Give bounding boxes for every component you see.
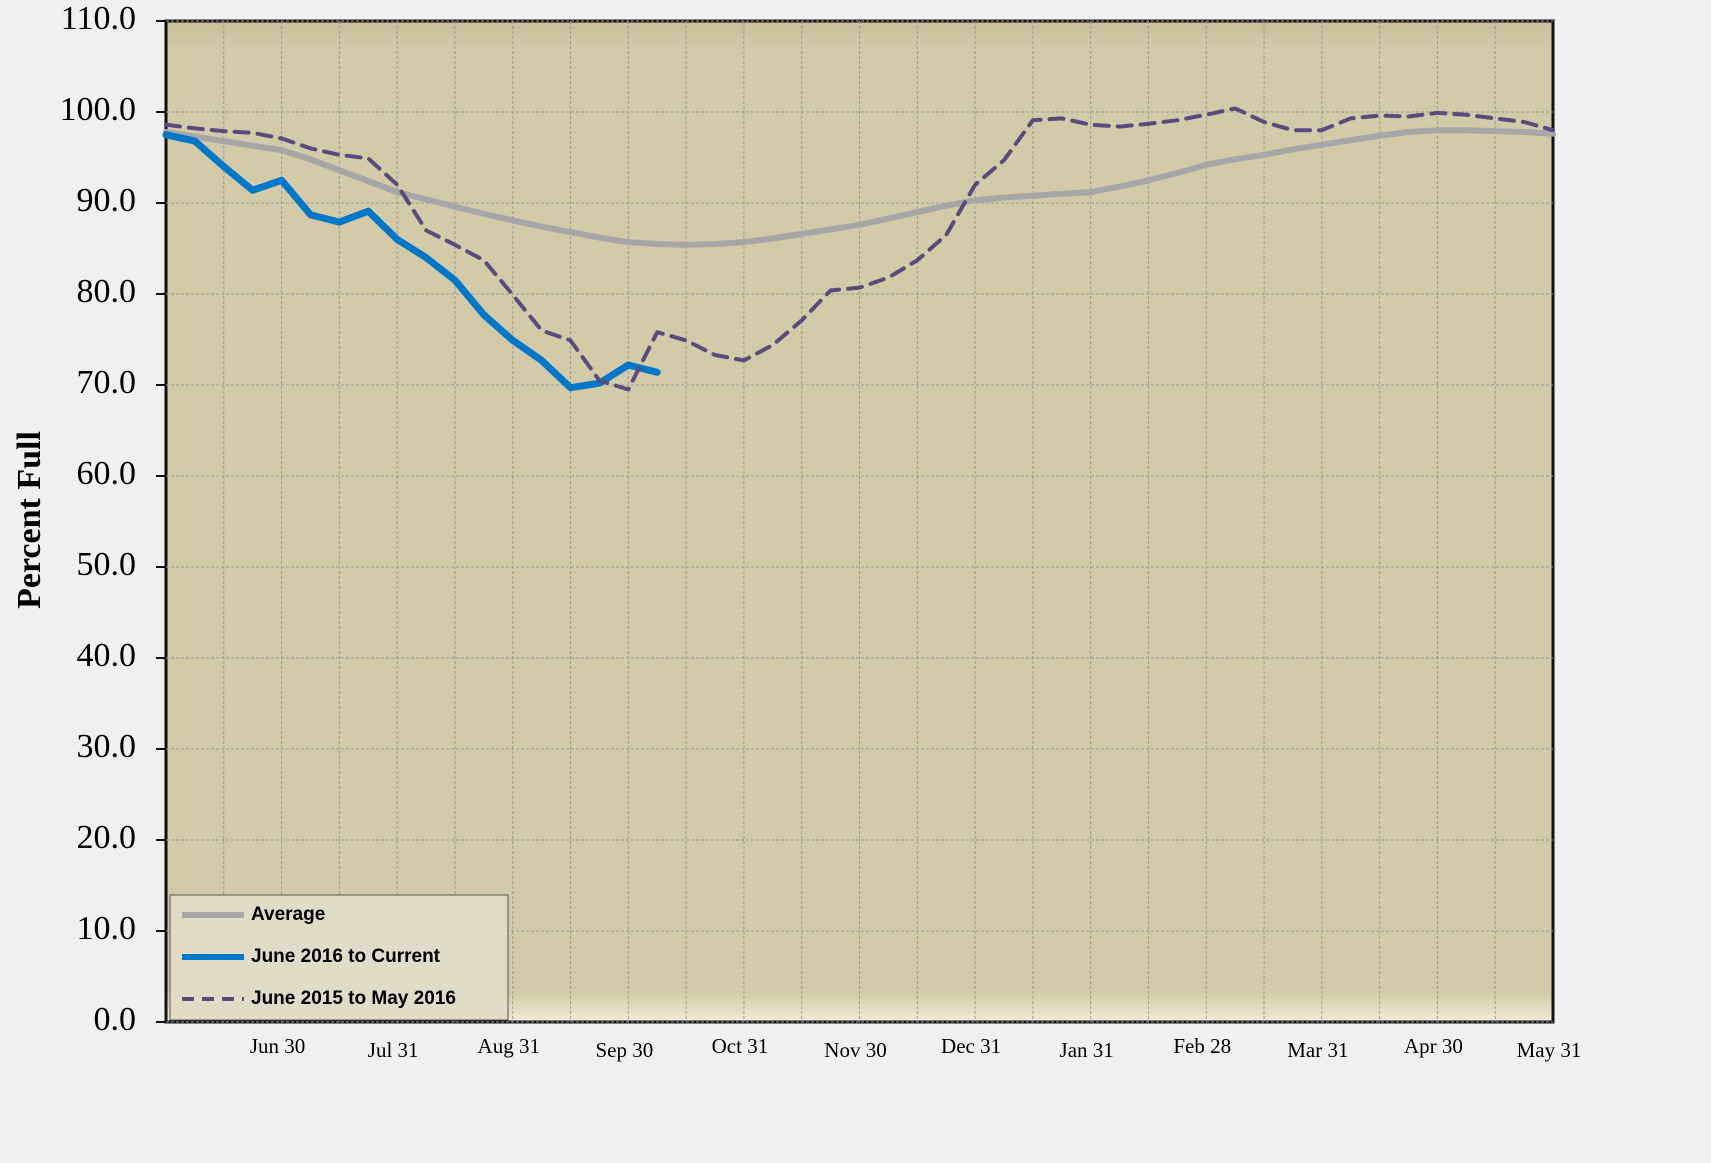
y-tick-label: 110.0 <box>61 0 136 37</box>
y-tick-label: 40.0 <box>77 637 137 674</box>
x-tick-label: Feb 28 <box>1173 1034 1231 1058</box>
x-tick-label: Dec 31 <box>941 1034 1001 1058</box>
y-tick-label: 90.0 <box>77 182 137 219</box>
y-tick-label: 80.0 <box>77 273 137 310</box>
x-tick-label: Jul 31 <box>368 1038 419 1062</box>
y-tick-label: 60.0 <box>77 455 137 492</box>
y-tick-label: 10.0 <box>77 910 137 947</box>
y-tick-label: 30.0 <box>77 728 137 765</box>
legend-label: June 2015 to May 2016 <box>251 988 456 1009</box>
x-tick-label: Mar 31 <box>1287 1038 1348 1062</box>
x-tick-label: Jun 30 <box>250 1034 305 1058</box>
legend-label: June 2016 to Current <box>251 946 441 967</box>
x-tick-label: Jan 31 <box>1060 1038 1114 1062</box>
x-tick-label: May 31 <box>1517 1038 1582 1062</box>
series-line <box>164 106 1555 392</box>
series-line <box>163 127 1556 248</box>
x-tick-label: Apr 30 <box>1404 1034 1463 1058</box>
y-tick-label: 20.0 <box>77 819 137 856</box>
y-tick-label: 100.0 <box>60 91 137 128</box>
x-tick-label: Nov 30 <box>824 1038 886 1062</box>
legend: Average June 2016 to Current June 2015 to … <box>169 894 509 1021</box>
x-tick-label: Sep 30 <box>595 1038 653 1062</box>
y-tick-label: 70.0 <box>77 364 137 401</box>
legend-label: Average <box>251 904 325 925</box>
series-line <box>162 131 661 392</box>
x-tick-label: Aug 31 <box>478 1034 540 1058</box>
x-tick-label: Oct 31 <box>712 1034 769 1058</box>
y-tick-label: 50.0 <box>77 546 137 583</box>
y-axis-label: Percent Full <box>11 431 48 609</box>
y-tick-label: 0.0 <box>94 1001 137 1038</box>
